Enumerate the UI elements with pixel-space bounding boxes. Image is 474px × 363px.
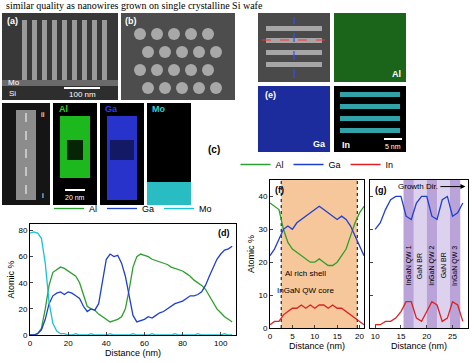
svg-text:Atomic %: Atomic %: [6, 260, 16, 298]
svg-text:Distance (nm): Distance (nm): [391, 341, 447, 351]
svg-text:15: 15: [333, 332, 342, 341]
svg-text:(a): (a): [7, 16, 18, 26]
svg-text:Distance (nm): Distance (nm): [289, 341, 345, 351]
svg-text:60: 60: [140, 339, 149, 348]
svg-text:0: 0: [263, 324, 268, 333]
svg-text:60: 60: [18, 252, 27, 261]
svg-text:Mo: Mo: [152, 104, 165, 114]
svg-text:Atomic %: Atomic %: [246, 235, 256, 273]
svg-text:20: 20: [355, 332, 364, 341]
svg-text:GaN BR: GaN BR: [440, 252, 447, 278]
svg-text:Ga: Ga: [329, 160, 341, 170]
svg-text:5: 5: [290, 332, 295, 341]
svg-text:20: 20: [258, 258, 267, 267]
svg-text:0: 0: [28, 339, 33, 348]
svg-text:25: 25: [448, 332, 457, 341]
svg-text:40: 40: [258, 192, 267, 201]
svg-text:15: 15: [396, 332, 405, 341]
svg-text:80: 80: [178, 339, 187, 348]
svg-text:10: 10: [310, 332, 319, 341]
svg-text:(d): (d): [218, 228, 230, 238]
svg-text:InGaN QW 1: InGaN QW 1: [405, 245, 413, 285]
svg-text:i: i: [42, 191, 44, 200]
svg-text:InGaN QW core: InGaN QW core: [277, 286, 334, 295]
svg-text:20: 20: [422, 332, 431, 341]
svg-text:(f): (f): [275, 185, 284, 195]
svg-text:In: In: [342, 140, 350, 150]
svg-text:similar quality as nanowires g: similar quality as nanowires grown on si…: [6, 0, 263, 11]
svg-text:Distance (nm): Distance (nm): [105, 348, 161, 358]
svg-text:InGaN QW 3: InGaN QW 3: [451, 246, 459, 286]
svg-text:20: 20: [64, 339, 73, 348]
svg-text:InGaN QW 2: InGaN QW 2: [428, 246, 436, 286]
svg-text:Ga: Ga: [105, 104, 118, 114]
svg-text:40: 40: [102, 339, 111, 348]
svg-text:(g): (g): [375, 185, 387, 195]
svg-text:10: 10: [258, 291, 267, 300]
svg-text:Si: Si: [9, 89, 16, 98]
svg-text:(b): (b): [125, 16, 137, 26]
svg-text:20: 20: [18, 305, 27, 314]
svg-text:Al: Al: [392, 69, 401, 79]
svg-text:30: 30: [258, 225, 267, 234]
svg-text:0: 0: [23, 331, 28, 340]
svg-text:Mo: Mo: [8, 78, 20, 87]
svg-text:(c): (c): [208, 144, 220, 155]
svg-text:Ga: Ga: [142, 204, 154, 214]
svg-text:Al: Al: [89, 204, 97, 214]
svg-text:0: 0: [268, 332, 273, 341]
svg-text:Al: Al: [59, 104, 68, 114]
svg-text:Al rich shell: Al rich shell: [285, 269, 326, 278]
svg-text:10: 10: [371, 332, 380, 341]
svg-text:5 nm: 5 nm: [385, 143, 401, 150]
svg-text:80: 80: [18, 226, 27, 235]
svg-text:Ga: Ga: [313, 139, 326, 149]
svg-text:Mo: Mo: [199, 204, 212, 214]
svg-text:In: In: [386, 160, 394, 170]
svg-text:Growth Dir.: Growth Dir.: [398, 182, 438, 191]
svg-text:Al: Al: [276, 160, 284, 170]
svg-text:100 nm: 100 nm: [69, 90, 96, 99]
svg-text:ii: ii: [41, 110, 45, 119]
svg-text:(e): (e): [265, 90, 276, 100]
svg-text:20 nm: 20 nm: [65, 194, 85, 201]
svg-text:GaN BR: GaN BR: [416, 253, 423, 279]
svg-text:40: 40: [18, 279, 27, 288]
svg-text:100: 100: [214, 339, 228, 348]
